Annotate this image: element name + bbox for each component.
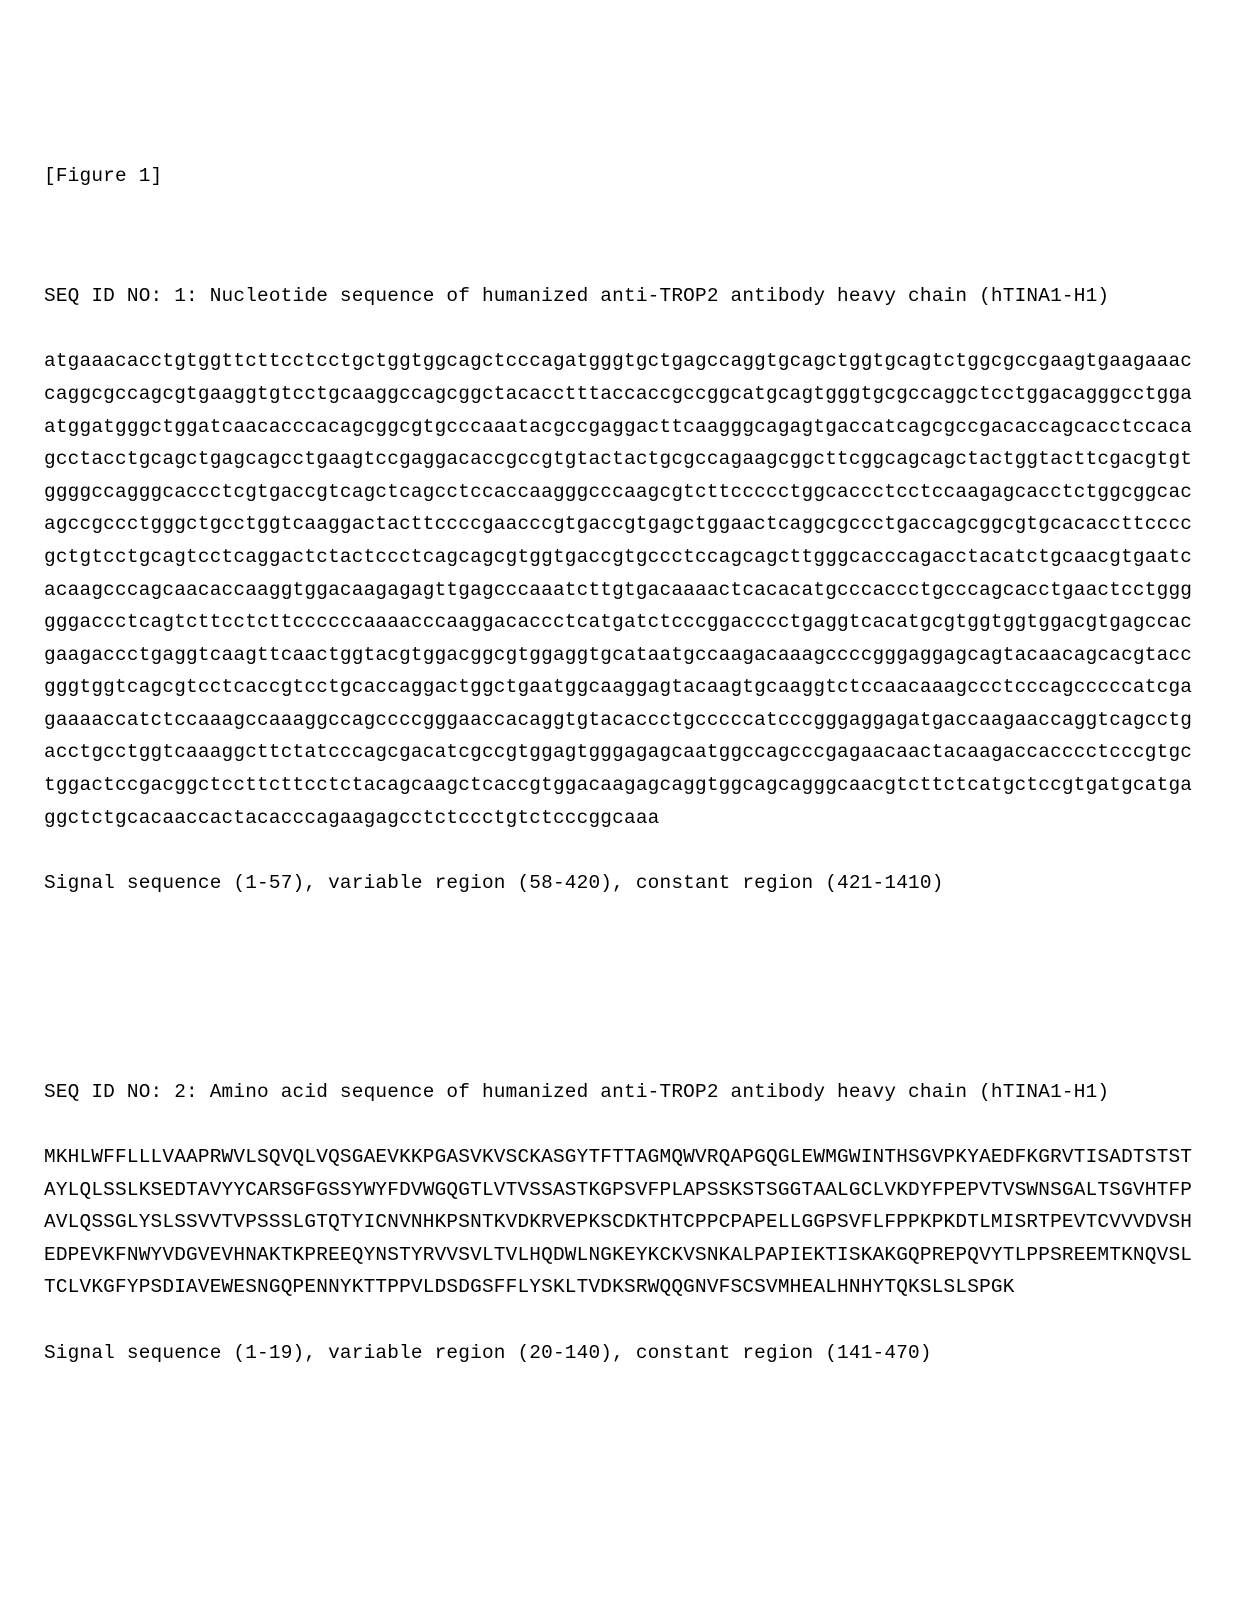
- figure-label: [Figure 1]: [44, 160, 1196, 193]
- seq2-annotation: Signal sequence (1-19), variable region …: [44, 1337, 1196, 1370]
- seq1-nucleotide-sequence: atgaaacacctgtggttcttcctcctgctggtggcagctc…: [44, 345, 1196, 834]
- seq2-amino-acid-sequence: MKHLWFFLLLVAAPRWVLSQVQLVQSGAEVKKPGASVKVS…: [44, 1141, 1196, 1304]
- seq1-annotation: Signal sequence (1-57), variable region …: [44, 867, 1196, 900]
- seq2-title: SEQ ID NO: 2: Amino acid sequence of hum…: [44, 1076, 1196, 1109]
- block-separator: [44, 983, 1196, 1001]
- seq1-title: SEQ ID NO: 1: Nucleotide sequence of hum…: [44, 280, 1196, 313]
